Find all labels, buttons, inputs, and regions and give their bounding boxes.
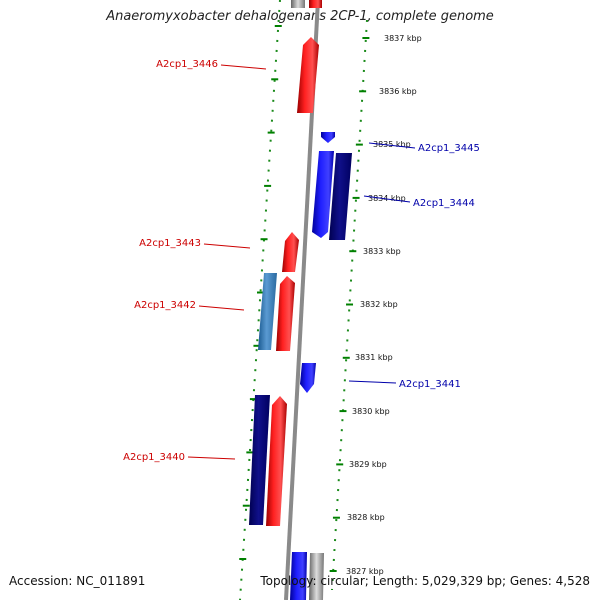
gene-label-A2cp1_3441[interactable]: A2cp1_3441 xyxy=(399,379,461,390)
scale-label: 3829 kbp xyxy=(349,460,387,469)
gene-label-A2cp1_3445[interactable]: A2cp1_3445 xyxy=(418,143,480,154)
scale-label: 3832 kbp xyxy=(360,300,398,309)
gene-A2cp1_3443[interactable] xyxy=(282,232,299,272)
gene-label-A2cp1_3440[interactable]: A2cp1_3440 xyxy=(123,452,185,463)
scale-labels: 3837 kbp 3836 kbp 3835 kbp 3834 kbp 3833… xyxy=(346,34,422,576)
map-title: Anaeromyxobacter dehalogenans 2CP-1, com… xyxy=(106,9,494,24)
scale-label: 3828 kbp xyxy=(347,513,385,522)
gene-label-A2cp1_3444[interactable]: A2cp1_3444 xyxy=(413,198,475,209)
leader-A2cp1_3444 xyxy=(363,195,411,203)
leader-A2cp1_3440 xyxy=(187,456,236,460)
gene-partial-bottom-grey xyxy=(309,553,324,600)
gene-A2cp1_3441[interactable] xyxy=(300,363,316,393)
topology-label: Topology: circular; Length: 5,029,329 bp… xyxy=(260,574,590,588)
scale-label: 3833 kbp xyxy=(363,247,401,256)
gene-A2cp1_3440[interactable] xyxy=(266,396,287,526)
gene-A2cp1_3445[interactable] xyxy=(321,132,335,143)
tick-marks-right xyxy=(329,37,370,572)
gene-partial-top-grey xyxy=(291,0,305,8)
gene-A2cp1_3440-dark[interactable] xyxy=(249,395,270,525)
gene-label-A2cp1_3446[interactable]: A2cp1_3446 xyxy=(156,59,218,70)
gene-A2cp1_3446[interactable] xyxy=(297,37,319,113)
gene-partial-bottom-blue xyxy=(290,552,307,600)
gene-A2cp1_3444-pair[interactable] xyxy=(329,153,352,240)
leader-A2cp1_3445 xyxy=(368,142,416,149)
gene-label-A2cp1_3443[interactable]: A2cp1_3443 xyxy=(139,238,201,249)
leader-A2cp1_3446 xyxy=(220,64,267,70)
accession-label: Accession: NC_011891 xyxy=(9,574,146,588)
scale-label: 3836 kbp xyxy=(379,87,417,96)
gene-A2cp1_3442-light[interactable] xyxy=(258,273,277,350)
scale-label: 3831 kbp xyxy=(355,353,393,362)
scale-label: 3827 kbp xyxy=(346,567,384,576)
leader-A2cp1_3442 xyxy=(198,305,245,311)
leader-A2cp1_3443 xyxy=(203,243,251,249)
gene-A2cp1_3444[interactable] xyxy=(312,151,334,238)
scale-label: 3830 kbp xyxy=(352,407,390,416)
leader-A2cp1_3441 xyxy=(348,380,397,384)
scale-label: 3835 kbp xyxy=(373,140,411,149)
gene-partial-top-red xyxy=(309,0,322,8)
gene-label-A2cp1_3442[interactable]: A2cp1_3442 xyxy=(134,300,196,311)
scale-label: 3837 kbp xyxy=(384,34,422,43)
tick-marks-left xyxy=(239,25,282,560)
track-border-left xyxy=(239,0,281,600)
gene-A2cp1_3442[interactable] xyxy=(276,276,295,351)
